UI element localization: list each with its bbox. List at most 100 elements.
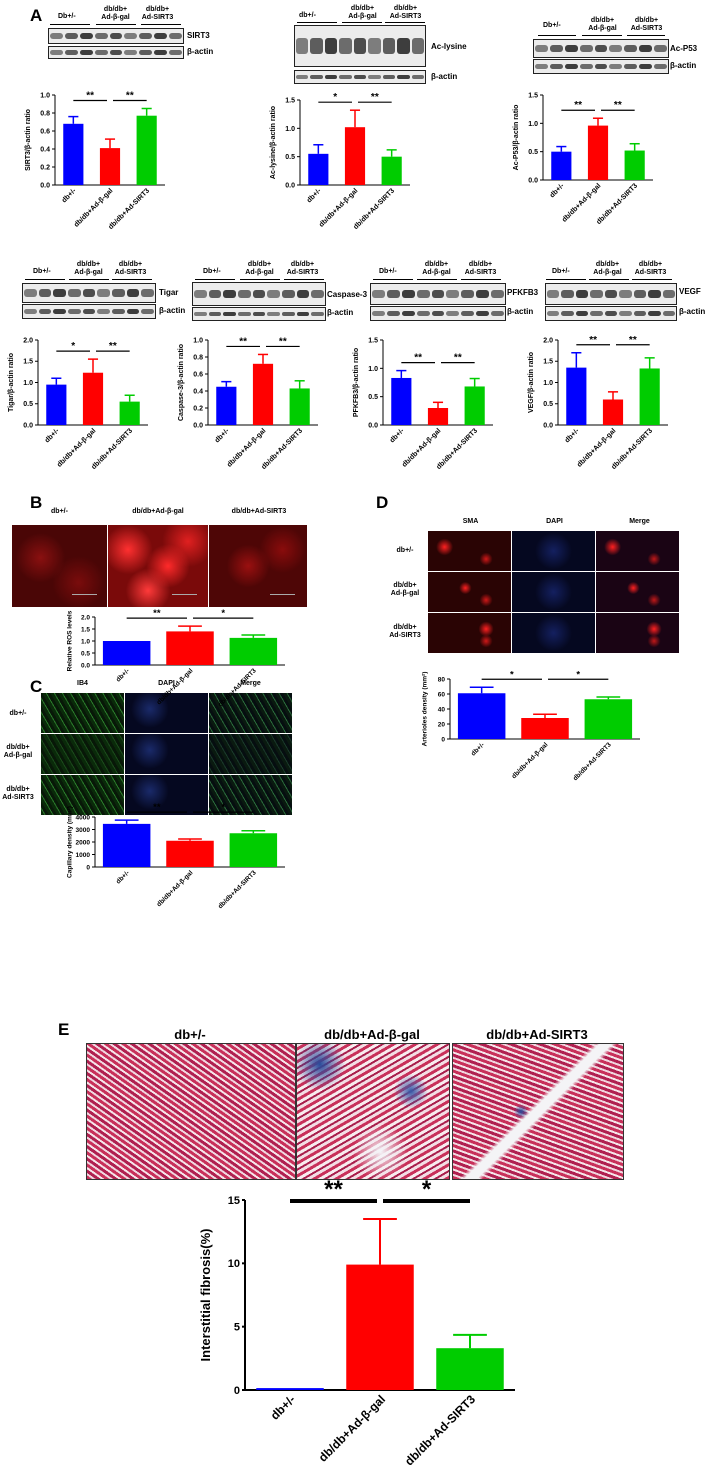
c-row-label: db/db+: [6, 744, 30, 751]
category-label: db/db+Ad-β-gal: [156, 869, 195, 908]
tick-label: 0.0: [40, 182, 50, 189]
y-axis-label: Ac-P53/β-actin ratio: [513, 105, 520, 171]
lane-label-sirt3: Ad-SIRT3: [634, 269, 667, 276]
panel-label-a: A: [30, 6, 43, 25]
lane-label-dbpm: Db+/-: [552, 268, 570, 275]
d-grid-cell: [512, 613, 595, 653]
ros-col-label: db/db+Ad-β-gal: [132, 508, 184, 515]
blot-label-aclysine: Ac-lysine: [431, 42, 467, 51]
tick-label: 1.0: [528, 121, 538, 128]
category-label: db/db+Ad-SIRT3: [352, 187, 396, 231]
blot-label-sirt3: SIRT3: [187, 31, 210, 40]
bar: [166, 840, 214, 867]
tick-label: 0.5: [543, 401, 553, 408]
y-axis-label: SIRT3/β-actin ratio: [25, 109, 32, 171]
significance-mark: *: [71, 341, 75, 352]
bar: [391, 377, 412, 425]
tick-label: 0.5: [23, 401, 33, 408]
c-grid-cell: [41, 775, 124, 815]
significance-mark: **: [454, 353, 462, 364]
blot-label-actin: β-actin: [507, 307, 534, 316]
tick-label: 1.0: [23, 380, 33, 387]
lane-label-dbpm: Db+/-: [33, 268, 51, 275]
tick-label: 0.5: [285, 154, 295, 161]
c-grid-cell: [41, 734, 124, 774]
significance-mark: *: [422, 1176, 432, 1203]
tick-label: 0: [234, 1385, 240, 1397]
blot-label-actin: β-actin: [431, 72, 458, 81]
bar: [102, 823, 151, 867]
western-blot-actin: [48, 46, 184, 59]
significance-mark: *: [576, 669, 580, 680]
d-col-merge: Merge: [629, 518, 650, 525]
tick-label: 2000: [76, 839, 91, 846]
western-blot-actin: [370, 306, 506, 321]
y-axis-label: Caspase-3/β-actin ratio: [178, 344, 185, 421]
y-axis-label: Relative ROS levels: [67, 610, 74, 671]
c-row-label: Ad-β-gal: [3, 752, 33, 759]
significance-mark: *: [221, 802, 225, 813]
lane-label-bgal: Ad-β-gal: [101, 14, 130, 21]
ros-col-label: db/db+Ad-SIRT3: [231, 508, 287, 515]
category-label: db+/-: [549, 182, 566, 199]
western-blot-actin: [533, 59, 669, 74]
bar: [584, 699, 633, 739]
significance-mark: **: [574, 100, 582, 111]
c-grid-cell: [209, 693, 292, 733]
bar: [102, 641, 151, 665]
c-grid-cell: [41, 693, 124, 733]
blot-label-vegf: VEGF: [679, 287, 701, 296]
blot-label-tigar: Tigar: [159, 288, 179, 297]
bar: [639, 368, 660, 425]
blot-label-actin: β-actin: [327, 308, 354, 317]
blot-label-acp53: Ac-P53: [670, 44, 698, 53]
y-axis-label: Ac-lysine/β-actin ratio: [270, 106, 277, 179]
lane-label-dbpm: Db+/-: [203, 268, 221, 275]
category-label: db+/-: [115, 869, 131, 885]
significance-mark: **: [324, 1176, 343, 1203]
tick-label: 5: [234, 1322, 240, 1334]
tick-label: 0.0: [285, 182, 295, 189]
tick-label: 1.0: [40, 92, 50, 99]
tick-label: 2.0: [23, 337, 33, 344]
histology-image-control: [86, 1043, 296, 1180]
ros-col-label: db+/-: [51, 508, 68, 515]
bar: [229, 833, 278, 867]
d-row-label: db/db+: [393, 582, 417, 589]
tick-label: 3000: [76, 827, 91, 834]
y-axis-label: Interstitial fibrosis(%): [198, 1229, 213, 1362]
tick-label: 0.0: [528, 177, 538, 184]
western-blot-actin: [192, 307, 326, 321]
western-blot-pfkfb3: [370, 283, 506, 305]
tick-label: 60: [438, 691, 446, 698]
tick-label: 10: [228, 1258, 240, 1270]
lane-label-dbdb: db/db+: [350, 5, 375, 12]
category-label: db/db+Ad-β-gal: [316, 1392, 388, 1464]
chart-sirt3: 0.0 0.2 0.4 0.6 0.8 1.0 SIRT3/β-actin ratio db+…: [10, 80, 200, 260]
tick-label: 0.4: [40, 146, 50, 153]
lane-label-dbdb: db/db+: [247, 261, 272, 268]
y-axis-label: PFKFB3/β-actin ratio: [353, 348, 360, 417]
d-grid-cell: [428, 572, 511, 612]
tick-label: 80: [438, 676, 446, 683]
bar: [624, 150, 645, 180]
d-grid-cell: [596, 572, 679, 612]
tick-label: 0.5: [81, 650, 90, 657]
category-label: db+/-: [470, 741, 486, 757]
d-grid-cell: [596, 531, 679, 571]
tick-label: 0: [441, 736, 445, 743]
category-label: db/db+Ad-β-gal: [561, 182, 602, 223]
tick-label: 4000: [76, 814, 91, 821]
c-col-dapi: DAPI: [158, 680, 175, 687]
bar: [521, 718, 569, 739]
significance-mark: *: [510, 669, 514, 680]
lane-label-dbdb: db/db+: [393, 5, 418, 12]
tick-label: 0: [86, 864, 90, 871]
category-label: db+/-: [61, 187, 78, 204]
western-blot-actin: [294, 70, 426, 84]
lane-label-dbdb: db/db+: [118, 261, 143, 268]
category-label: db+/-: [214, 427, 231, 444]
tick-label: 2.0: [543, 337, 553, 344]
bar: [436, 1348, 504, 1390]
ros-image-control: [12, 525, 107, 607]
